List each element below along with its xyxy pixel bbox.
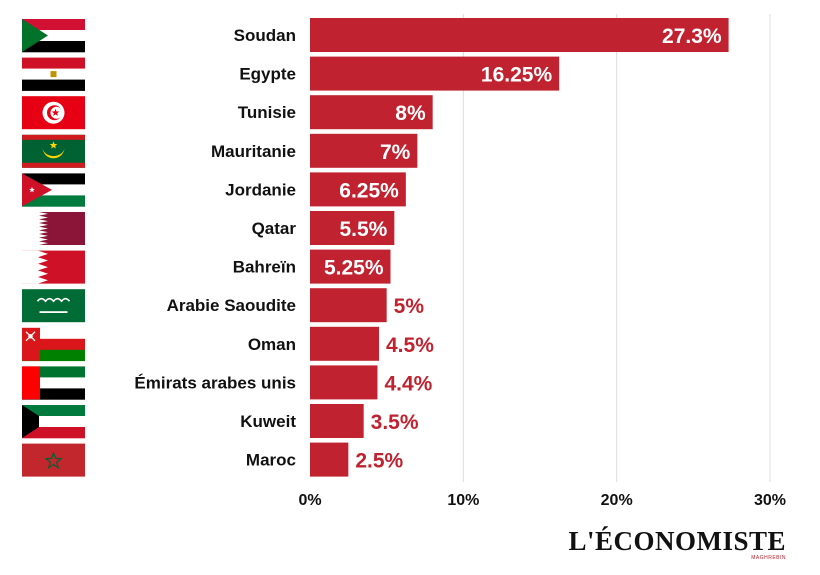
x-tick-label: 10%: [447, 492, 479, 509]
bar: [310, 95, 433, 130]
value-label: 5.5%: [339, 218, 387, 241]
value-label: 4.4%: [384, 372, 432, 395]
category-label: Tunisie: [238, 103, 296, 122]
value-label: 5.25%: [324, 257, 384, 280]
value-label: 5%: [394, 295, 425, 318]
category-label: Arabie Saoudite: [167, 296, 296, 315]
flags-column: [22, 19, 85, 477]
jordan-flag: [22, 173, 85, 207]
bar: [310, 172, 406, 207]
category-labels: Soudan Egypte Tunisie Mauritanie Jordanie Qat…: [134, 26, 296, 470]
category-label: Oman: [248, 335, 296, 354]
bar: [310, 211, 395, 245]
category-label: Maroc: [246, 451, 296, 470]
kuwait-flag: [22, 405, 85, 439]
bar: [310, 404, 364, 438]
egypt-flag: [22, 57, 85, 91]
x-tick-label: 20%: [601, 492, 633, 509]
bar: [310, 365, 378, 400]
x-tick-label: 30%: [754, 492, 786, 509]
qatar-flag: [22, 212, 85, 245]
category-label: Soudan: [234, 26, 296, 45]
bars: [310, 18, 729, 477]
category-label: Émirats arabes unis: [134, 373, 296, 392]
category-label: Bahreïn: [233, 258, 296, 277]
bar: [310, 56, 560, 91]
oman-flag: [22, 327, 85, 362]
category-label: Egypte: [239, 65, 296, 84]
category-label: Mauritanie: [211, 142, 296, 161]
bahrain-flag: [22, 250, 85, 284]
x-tick-label: 0%: [298, 492, 321, 509]
value-label: 6.25%: [339, 179, 399, 202]
value-label: 16.25%: [481, 64, 553, 87]
logo-subtext: MAGHREBIN: [751, 555, 786, 561]
grid-lines: [462, 14, 771, 482]
bar: [310, 442, 349, 477]
value-label: 4.5%: [386, 334, 434, 357]
logo-text: L'ÉCONOMISTE: [568, 526, 786, 556]
value-label: 27.3%: [662, 25, 722, 48]
value-label: 3.5%: [371, 411, 419, 434]
bar: [310, 249, 391, 284]
category-label: Qatar: [252, 219, 297, 238]
value-label: 7%: [380, 141, 411, 164]
morocco-flag: [22, 443, 85, 477]
bar: [310, 326, 379, 361]
bar: [310, 18, 729, 52]
value-labels: 27.3% 16.25% 8% 7% 6.25% 5.5% 5.25% 5% 4.5% 4.4% 3…: [324, 25, 722, 473]
saudi-arabia-flag: [22, 289, 85, 323]
x-axis-ticks: 0% 10% 20% 30%: [298, 492, 786, 509]
value-label: 2.5%: [355, 450, 403, 473]
sudan-flag: [22, 19, 85, 53]
bar: [310, 288, 387, 323]
category-label: Jordanie: [225, 180, 296, 199]
mauritania-flag: [22, 134, 85, 168]
uae-flag: [22, 366, 85, 400]
economiste-logo: L'ÉCONOMISTE MAGHREBIN: [568, 527, 786, 561]
tunisia-flag: [22, 96, 85, 130]
bar: [310, 133, 418, 168]
value-label: 8%: [395, 102, 426, 125]
category-label: Kuweit: [240, 412, 296, 431]
